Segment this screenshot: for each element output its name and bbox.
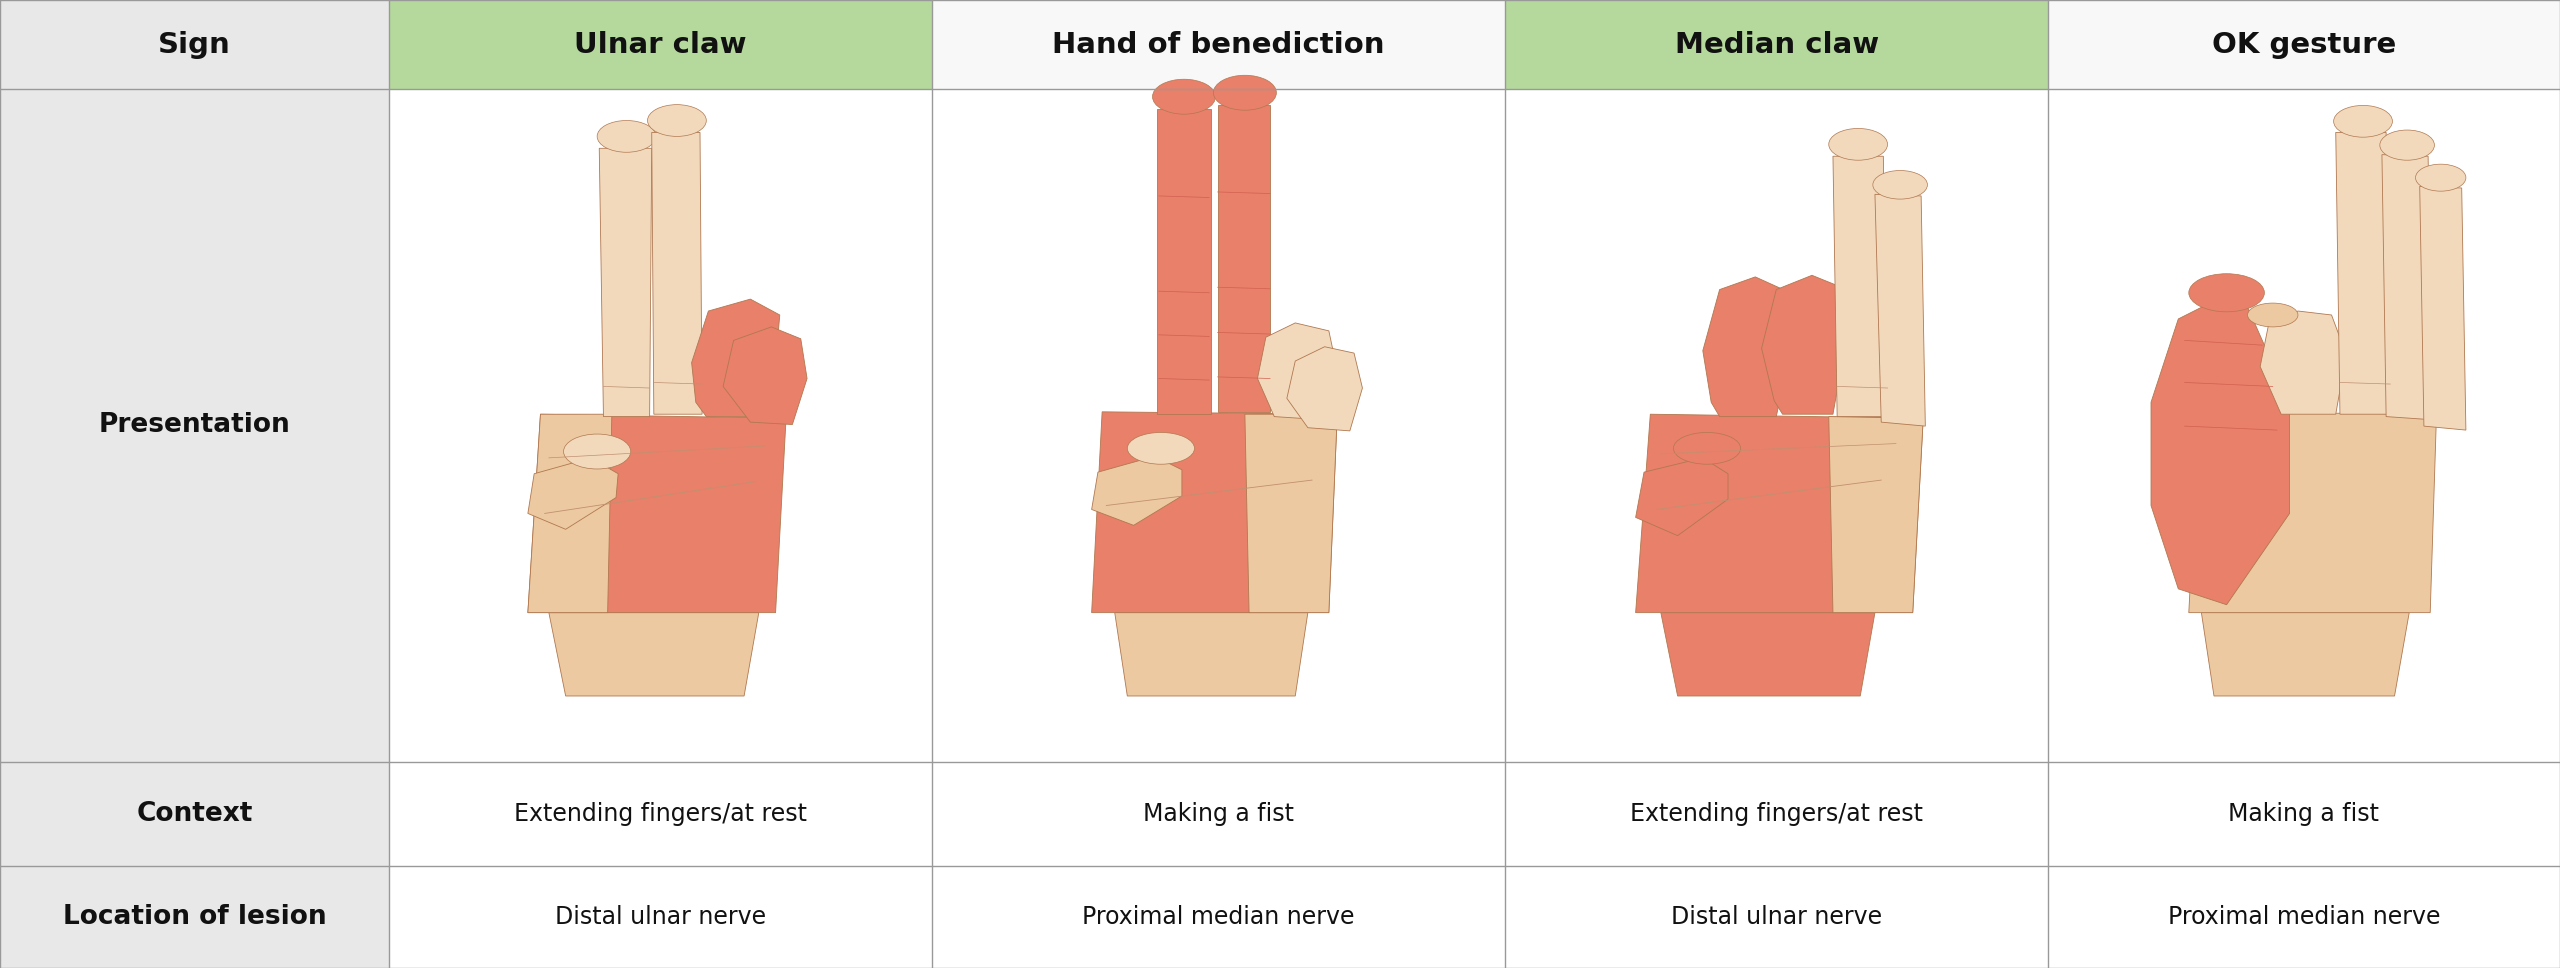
Ellipse shape <box>1828 129 1887 160</box>
Ellipse shape <box>1152 79 1216 114</box>
Text: Making a fist: Making a fist <box>2230 802 2378 826</box>
Bar <box>389 762 932 866</box>
Ellipse shape <box>1874 170 1928 199</box>
Polygon shape <box>1091 456 1183 526</box>
Polygon shape <box>2189 411 2437 613</box>
Text: Extending fingers/at rest: Extending fingers/at rest <box>1631 802 1923 826</box>
Polygon shape <box>548 613 758 696</box>
Bar <box>2048 762 2560 866</box>
Bar <box>0 0 389 89</box>
Text: Ulnar claw: Ulnar claw <box>573 31 748 58</box>
Ellipse shape <box>2189 274 2266 312</box>
Bar <box>0 89 389 762</box>
Text: Making a fist: Making a fist <box>1144 802 1293 826</box>
Text: OK gesture: OK gesture <box>2212 31 2396 58</box>
Bar <box>0 762 389 866</box>
Polygon shape <box>1257 323 1336 420</box>
Polygon shape <box>1114 613 1308 696</box>
Text: Median claw: Median claw <box>1674 31 1879 58</box>
Ellipse shape <box>596 121 655 152</box>
Polygon shape <box>1761 275 1846 414</box>
Bar <box>2048 89 2560 762</box>
Polygon shape <box>1157 108 1211 414</box>
Bar <box>1505 866 2048 968</box>
Bar <box>389 0 932 89</box>
Polygon shape <box>1288 347 1362 431</box>
Ellipse shape <box>2335 106 2394 137</box>
Ellipse shape <box>2417 165 2465 191</box>
Polygon shape <box>2419 187 2465 430</box>
Polygon shape <box>1828 416 1923 613</box>
Polygon shape <box>527 458 617 529</box>
Polygon shape <box>1244 414 1336 613</box>
Polygon shape <box>527 414 786 613</box>
Bar <box>389 866 932 968</box>
Bar <box>0 866 389 968</box>
Bar <box>389 89 932 762</box>
Text: Proximal median nerve: Proximal median nerve <box>2168 905 2440 929</box>
Polygon shape <box>1219 105 1270 411</box>
Bar <box>932 762 1505 866</box>
Ellipse shape <box>1674 433 1741 465</box>
Polygon shape <box>1702 277 1792 416</box>
Ellipse shape <box>648 105 707 136</box>
Ellipse shape <box>563 434 630 469</box>
Polygon shape <box>653 133 701 414</box>
Text: Distal ulnar nerve: Distal ulnar nerve <box>1672 905 1882 929</box>
Polygon shape <box>2150 303 2289 605</box>
Polygon shape <box>2202 613 2409 696</box>
Bar <box>1505 762 2048 866</box>
Polygon shape <box>691 299 781 416</box>
Polygon shape <box>599 148 653 416</box>
Ellipse shape <box>2381 130 2435 160</box>
Bar <box>1505 0 2048 89</box>
Text: Context: Context <box>136 802 253 827</box>
Polygon shape <box>2260 311 2345 414</box>
Text: Distal ulnar nerve: Distal ulnar nerve <box>556 905 765 929</box>
Bar <box>932 866 1505 968</box>
Polygon shape <box>722 327 806 425</box>
Text: Hand of benediction: Hand of benediction <box>1052 31 1385 58</box>
Polygon shape <box>2335 133 2391 414</box>
Polygon shape <box>1833 156 1887 416</box>
Polygon shape <box>527 414 612 613</box>
Polygon shape <box>1661 613 1874 696</box>
Bar <box>932 0 1505 89</box>
Polygon shape <box>2381 155 2432 420</box>
Polygon shape <box>1636 458 1728 535</box>
Text: Presentation: Presentation <box>100 412 289 439</box>
Ellipse shape <box>2248 303 2299 327</box>
Polygon shape <box>1636 414 1923 613</box>
Text: Extending fingers/at rest: Extending fingers/at rest <box>515 802 806 826</box>
Text: Proximal median nerve: Proximal median nerve <box>1083 905 1354 929</box>
Ellipse shape <box>1213 76 1277 110</box>
Bar <box>2048 0 2560 89</box>
Ellipse shape <box>1126 433 1196 465</box>
Text: Location of lesion: Location of lesion <box>64 904 325 930</box>
Polygon shape <box>1091 411 1336 613</box>
Text: Sign: Sign <box>159 31 230 58</box>
Polygon shape <box>1874 195 1925 426</box>
Bar <box>1505 89 2048 762</box>
Bar <box>2048 866 2560 968</box>
Bar <box>932 89 1505 762</box>
